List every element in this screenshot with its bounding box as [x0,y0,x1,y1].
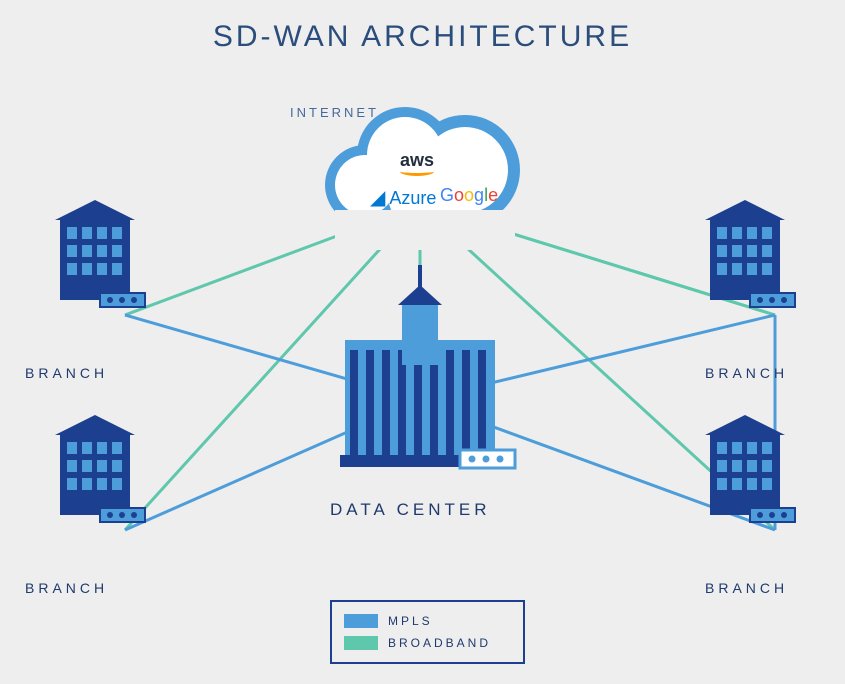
legend-swatch-mpls [344,614,378,628]
cloud-label: INTERNET [290,105,379,120]
legend-label-broadband: BROADBAND [388,636,491,650]
diagram-stage: SD-WAN ARCHITECTURE INTERNET aws◢ AzureG… [0,0,845,684]
cloud-provider-google: Google [440,185,498,206]
legend: MPLS BROADBAND [330,600,525,664]
cloud-provider-aws: aws [400,150,434,176]
branch-label: BRANCH [25,580,108,596]
branch-label: BRANCH [25,365,108,381]
cloud-provider-azure: ◢ Azure [370,185,436,210]
legend-row-broadband: BROADBAND [344,632,511,654]
branch-label: BRANCH [705,580,788,596]
datacenter-label: DATA CENTER [330,500,491,520]
legend-row-mpls: MPLS [344,610,511,632]
legend-swatch-broadband [344,636,378,650]
branch-label: BRANCH [705,365,788,381]
legend-label-mpls: MPLS [388,614,433,628]
